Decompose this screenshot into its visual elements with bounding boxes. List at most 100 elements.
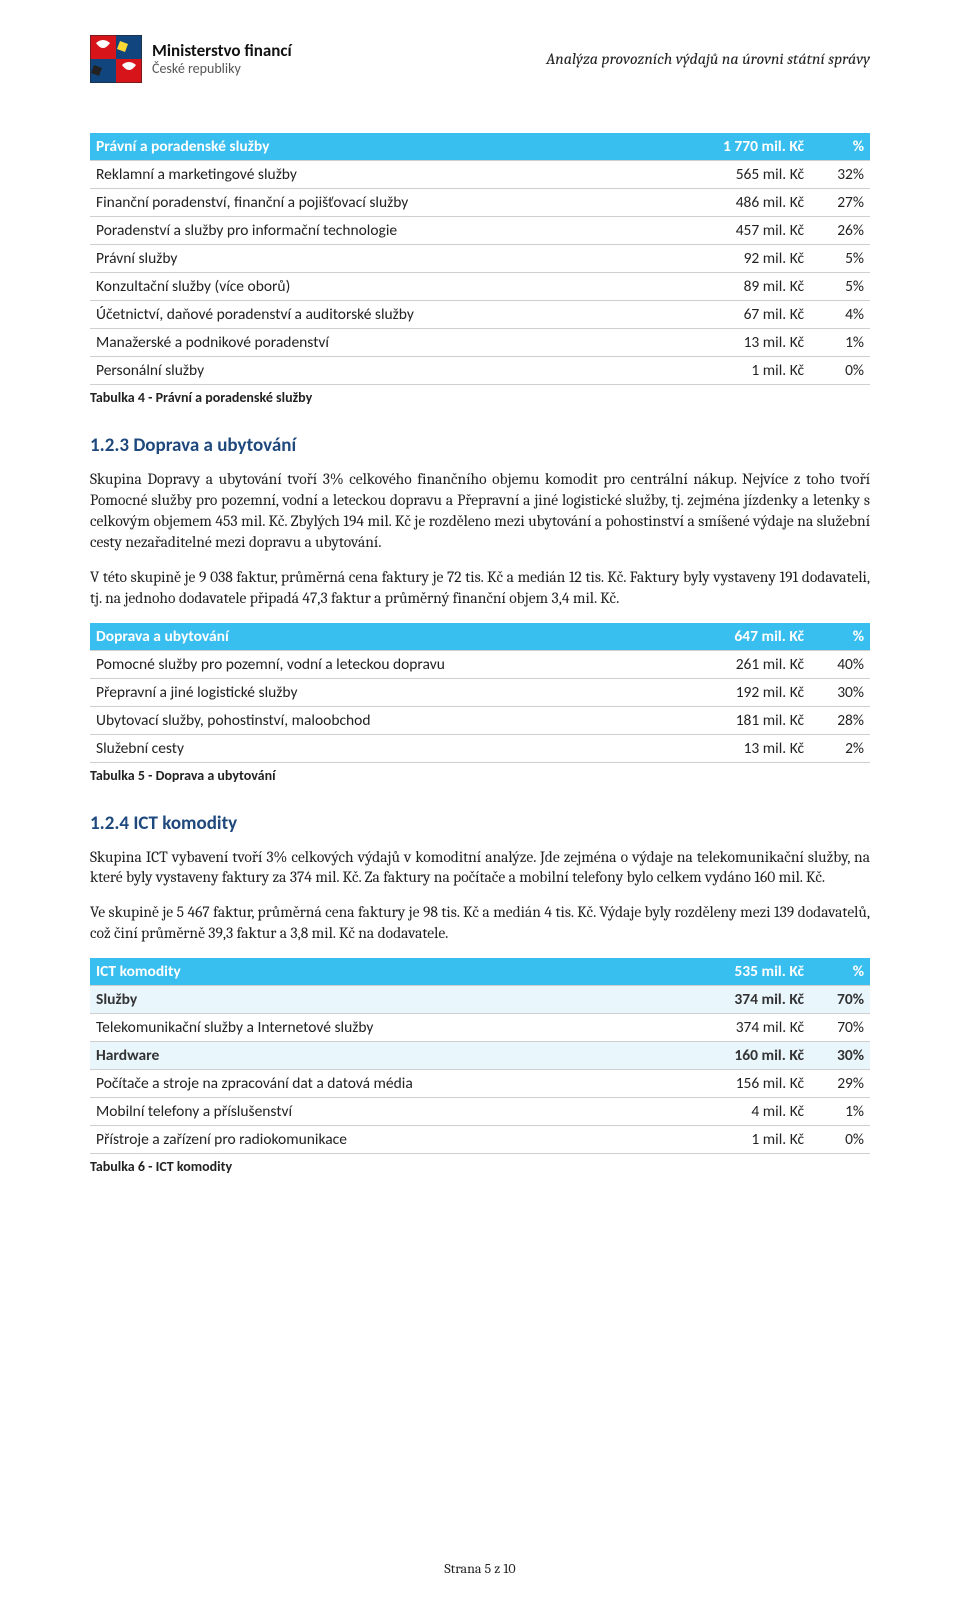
col-name: Právní a poradenské služby [90, 133, 690, 161]
table-row: Telekomunikační služby a Internetové slu… [90, 1014, 870, 1042]
cell-value: 1 mil. Kč [690, 357, 810, 385]
col-total: 647 mil. Kč [690, 623, 810, 651]
ministry-subname: České republiky [152, 61, 292, 76]
cell-pct: 28% [810, 706, 870, 734]
table5-body: Pomocné služby pro pozemní, vodní a lete… [90, 650, 870, 762]
table-header-row: Doprava a ubytování 647 mil. Kč % [90, 623, 870, 651]
cell-value: 4 mil. Kč [690, 1098, 810, 1126]
cell-pct: 0% [810, 1126, 870, 1154]
cell-value: 261 mil. Kč [690, 650, 810, 678]
cell-name: Přístroje a zařízení pro radiokomunikace [90, 1126, 690, 1154]
cell-value: 156 mil. Kč [690, 1070, 810, 1098]
table-row: Reklamní a marketingové služby 565 mil. … [90, 161, 870, 189]
table-row: Služby 374 mil. Kč 70% [90, 986, 870, 1014]
table-row: Pomocné služby pro pozemní, vodní a lete… [90, 650, 870, 678]
header-left: Ministerstvo financí České republiky [90, 35, 292, 83]
cell-pct: 70% [810, 986, 870, 1014]
table-ict: ICT komodity 535 mil. Kč % Služby 374 mi… [90, 958, 870, 1154]
cell-name: Služební cesty [90, 734, 690, 762]
table-legal-advisory: Právní a poradenské služby 1 770 mil. Kč… [90, 133, 870, 385]
table-row: Počítače a stroje na zpracování dat a da… [90, 1070, 870, 1098]
cell-pct: 27% [810, 189, 870, 217]
cell-pct: 26% [810, 217, 870, 245]
table-row: Mobilní telefony a příslušenství 4 mil. … [90, 1098, 870, 1126]
cell-value: 13 mil. Kč [690, 734, 810, 762]
cell-name: Mobilní telefony a příslušenství [90, 1098, 690, 1126]
table-row: Přístroje a zařízení pro radiokomunikace… [90, 1126, 870, 1154]
table4-body: Reklamní a marketingové služby 565 mil. … [90, 161, 870, 385]
heading-124: 1.2.4 ICT komodity [90, 812, 870, 835]
table6-caption: Tabulka 6 - ICT komodity [90, 1158, 870, 1175]
para-124-2: Ve skupině je 5 467 faktur, průměrná cen… [90, 902, 870, 944]
page-header: Ministerstvo financí České republiky Ana… [90, 35, 870, 83]
cell-name: Poradenství a služby pro informační tech… [90, 217, 690, 245]
col-total: 535 mil. Kč [690, 958, 810, 986]
table-row: Poradenství a služby pro informační tech… [90, 217, 870, 245]
cell-name: Personální služby [90, 357, 690, 385]
cell-pct: 5% [810, 245, 870, 273]
table-row: Manažerské a podnikové poradenství 13 mi… [90, 329, 870, 357]
table-row: Služební cesty 13 mil. Kč 2% [90, 734, 870, 762]
cell-name: Reklamní a marketingové služby [90, 161, 690, 189]
cell-name: Hardware [90, 1042, 690, 1070]
cell-value: 1 mil. Kč [690, 1126, 810, 1154]
table-row: Konzultační služby (více oborů) 89 mil. … [90, 273, 870, 301]
cell-name: Počítače a stroje na zpracování dat a da… [90, 1070, 690, 1098]
cell-pct: 40% [810, 650, 870, 678]
coat-of-arms-icon [90, 35, 142, 83]
cell-pct: 1% [810, 1098, 870, 1126]
para-123-1: Skupina Dopravy a ubytování tvoří 3% cel… [90, 469, 870, 553]
table6-body: Služby 374 mil. Kč 70% Telekomunikační s… [90, 986, 870, 1154]
col-total: 1 770 mil. Kč [690, 133, 810, 161]
cell-name: Konzultační služby (více oborů) [90, 273, 690, 301]
table-row: Personální služby 1 mil. Kč 0% [90, 357, 870, 385]
cell-pct: 5% [810, 273, 870, 301]
table-row: Přepravní a jiné logistické služby 192 m… [90, 678, 870, 706]
page-footer: Strana 5 z 10 [0, 1560, 960, 1577]
col-pct: % [810, 958, 870, 986]
table-transport: Doprava a ubytování 647 mil. Kč % Pomocn… [90, 623, 870, 763]
table-header-row: Právní a poradenské služby 1 770 mil. Kč… [90, 133, 870, 161]
cell-value: 89 mil. Kč [690, 273, 810, 301]
cell-name: Telekomunikační služby a Internetové slu… [90, 1014, 690, 1042]
col-name: ICT komodity [90, 958, 690, 986]
para-124-1: Skupina ICT vybavení tvoří 3% celkových … [90, 847, 870, 889]
cell-name: Přepravní a jiné logistické služby [90, 678, 690, 706]
cell-name: Manažerské a podnikové poradenství [90, 329, 690, 357]
para-123-2: V této skupině je 9 038 faktur, průměrná… [90, 567, 870, 609]
col-pct: % [810, 623, 870, 651]
table-row: Účetnictví, daňové poradenství a auditor… [90, 301, 870, 329]
cell-value: 374 mil. Kč [690, 986, 810, 1014]
cell-value: 486 mil. Kč [690, 189, 810, 217]
cell-value: 565 mil. Kč [690, 161, 810, 189]
cell-pct: 32% [810, 161, 870, 189]
cell-name: Služby [90, 986, 690, 1014]
cell-name: Finanční poradenství, finanční a pojišťo… [90, 189, 690, 217]
cell-value: 67 mil. Kč [690, 301, 810, 329]
cell-pct: 30% [810, 678, 870, 706]
ministry-name: Ministerstvo financí [152, 42, 292, 61]
table-header-row: ICT komodity 535 mil. Kč % [90, 958, 870, 986]
cell-name: Účetnictví, daňové poradenství a auditor… [90, 301, 690, 329]
table-row: Ubytovací služby, pohostinství, maloobch… [90, 706, 870, 734]
col-name: Doprava a ubytování [90, 623, 690, 651]
cell-pct: 2% [810, 734, 870, 762]
col-pct: % [810, 133, 870, 161]
cell-pct: 1% [810, 329, 870, 357]
cell-value: 192 mil. Kč [690, 678, 810, 706]
cell-value: 457 mil. Kč [690, 217, 810, 245]
document-title: Analýza provozních výdajů na úrovni stát… [546, 50, 870, 68]
page: Ministerstvo financí České republiky Ana… [0, 0, 960, 1609]
cell-pct: 70% [810, 1014, 870, 1042]
table4-caption: Tabulka 4 - Právní a poradenské služby [90, 389, 870, 406]
cell-name: Právní služby [90, 245, 690, 273]
ministry-block: Ministerstvo financí České republiky [152, 42, 292, 76]
cell-pct: 30% [810, 1042, 870, 1070]
cell-value: 160 mil. Kč [690, 1042, 810, 1070]
cell-name: Pomocné služby pro pozemní, vodní a lete… [90, 650, 690, 678]
cell-value: 13 mil. Kč [690, 329, 810, 357]
cell-name: Ubytovací služby, pohostinství, maloobch… [90, 706, 690, 734]
cell-pct: 0% [810, 357, 870, 385]
cell-pct: 29% [810, 1070, 870, 1098]
table-row: Finanční poradenství, finanční a pojišťo… [90, 189, 870, 217]
